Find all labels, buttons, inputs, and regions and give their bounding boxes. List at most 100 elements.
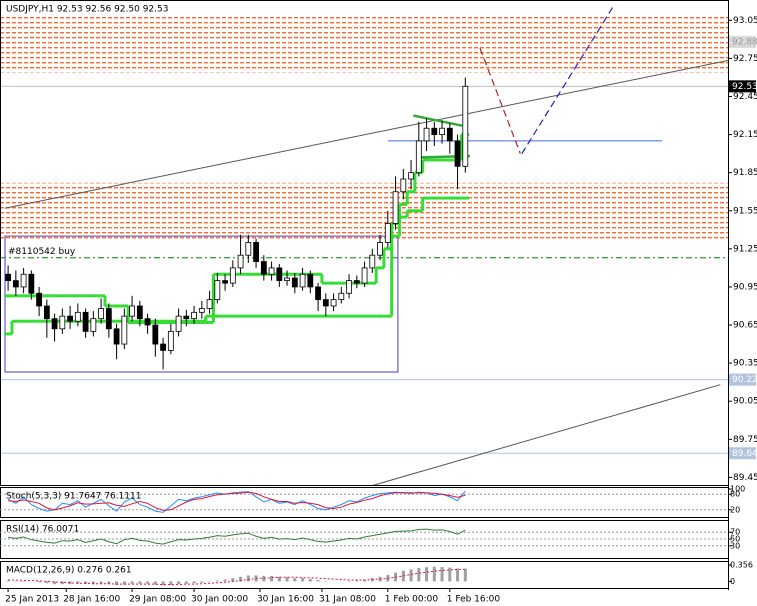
indicator-label: Stoch(5,3,3) 91.7647 76.1111 xyxy=(6,492,141,502)
y-tick-label: 90.35 xyxy=(733,359,757,369)
trend-line xyxy=(479,48,521,154)
histogram-bar xyxy=(463,568,467,582)
candle-body xyxy=(415,140,422,174)
candle-body xyxy=(175,315,182,332)
candle-body xyxy=(291,277,298,288)
histogram-bar xyxy=(184,581,188,584)
histogram-bar xyxy=(130,581,134,584)
y-tick-label: 90.95 xyxy=(733,282,757,292)
histogram-bar xyxy=(231,578,235,582)
candle-body xyxy=(446,127,453,142)
y-tick-label: 92.15 xyxy=(733,130,757,140)
candle-body xyxy=(400,178,407,193)
zone xyxy=(1,182,728,239)
candle-body xyxy=(36,292,42,307)
x-tick-label: 31 Jan 08:00 xyxy=(319,595,376,605)
histogram-bar xyxy=(6,580,10,582)
trend-line xyxy=(413,114,463,127)
histogram-bar xyxy=(53,581,57,585)
price-marker xyxy=(729,373,756,386)
histogram-bar xyxy=(417,568,421,582)
candle-body xyxy=(191,311,197,320)
y-tick-label: 91.25 xyxy=(733,244,757,254)
histogram-bar xyxy=(293,578,297,582)
candle-body xyxy=(369,254,376,269)
candle-body xyxy=(307,273,314,288)
histogram-bar xyxy=(246,575,250,582)
y-tick-label: 90.65 xyxy=(733,321,757,331)
y-tick-label: 91.55 xyxy=(733,206,757,216)
y-tick-label: 80 xyxy=(730,490,740,499)
zone xyxy=(1,15,728,73)
candle-body xyxy=(245,242,252,256)
y-tick-label: 20 xyxy=(730,505,740,514)
candle-body xyxy=(299,273,306,288)
chart-title: USDJPY,H1 92.53 92.56 92.50 92.53 xyxy=(6,5,168,15)
candle-body xyxy=(198,308,205,313)
histogram-bar xyxy=(153,581,157,585)
x-tick-label: 30 Jan 16:00 xyxy=(257,595,314,605)
y-tick-label: 92.45 xyxy=(733,92,757,102)
y-tick-label: 30 xyxy=(730,541,740,550)
candle-body xyxy=(346,280,352,294)
candle-body xyxy=(113,328,120,345)
y-tick-label: 70 xyxy=(730,528,740,537)
candle-body xyxy=(439,127,445,135)
candle-body xyxy=(322,299,329,307)
histogram-bar xyxy=(223,579,227,582)
histogram-bar xyxy=(270,575,274,582)
candle-body xyxy=(82,311,89,332)
histogram-bar xyxy=(355,580,359,582)
candle-body xyxy=(268,267,275,275)
candle-body xyxy=(260,261,267,275)
candle-body xyxy=(59,315,66,330)
price-marker-label: 92.53 xyxy=(732,82,757,92)
candle-body xyxy=(431,127,438,135)
candle-body xyxy=(183,315,190,320)
histogram-bar xyxy=(301,578,305,582)
candle-body xyxy=(152,324,159,345)
candle-body xyxy=(237,254,244,269)
candle-body xyxy=(90,318,97,332)
candle-body xyxy=(5,273,11,281)
candle-body xyxy=(423,127,430,142)
candle-body xyxy=(276,267,283,281)
candle-body xyxy=(20,273,27,288)
y-tick-label: 89.75 xyxy=(733,435,757,445)
histogram-bar xyxy=(432,566,436,582)
candle-body xyxy=(12,280,19,288)
candle-body xyxy=(105,308,112,330)
trend-line xyxy=(521,7,614,154)
price-marker xyxy=(729,80,756,93)
x-tick-label: 30 Jan 00:00 xyxy=(191,595,248,605)
candle-body xyxy=(67,315,73,322)
y-tick-label: 92.75 xyxy=(733,54,757,64)
candle-body xyxy=(253,242,259,262)
y-tick-label: 100 xyxy=(730,485,745,494)
candle-body xyxy=(136,305,143,320)
indicator-label: MACD(12,26,9) 0.276 0.261 xyxy=(6,566,132,576)
price-marker-label: 89.64 xyxy=(732,449,757,459)
y-tick-label: 90.05 xyxy=(733,397,757,407)
candle-body xyxy=(98,308,104,320)
candle-body xyxy=(28,273,35,294)
x-tick-label: 1 Feb 00:00 xyxy=(385,595,439,605)
histogram-bar xyxy=(146,581,150,584)
candle-body xyxy=(361,267,368,284)
main-pane: #8110542 buy xyxy=(1,7,728,485)
candle-body xyxy=(144,318,151,326)
indicator-pane: 0.356 0 MACD(12,26,9) 0.276 0.261 xyxy=(6,561,753,586)
rectangle xyxy=(4,235,399,373)
indicator-line xyxy=(8,568,466,586)
indicator-line xyxy=(8,528,466,545)
y-tick-label: 89.45 xyxy=(733,473,757,483)
candle-body xyxy=(384,223,391,243)
trend-line xyxy=(4,59,728,209)
x-tick-label: 29 Jan 08:00 xyxy=(129,595,186,605)
x-tick-label: 25 Jan 2013 xyxy=(5,595,59,605)
price-marker-label: 90.22 xyxy=(732,375,757,385)
histogram-bar xyxy=(161,581,165,586)
